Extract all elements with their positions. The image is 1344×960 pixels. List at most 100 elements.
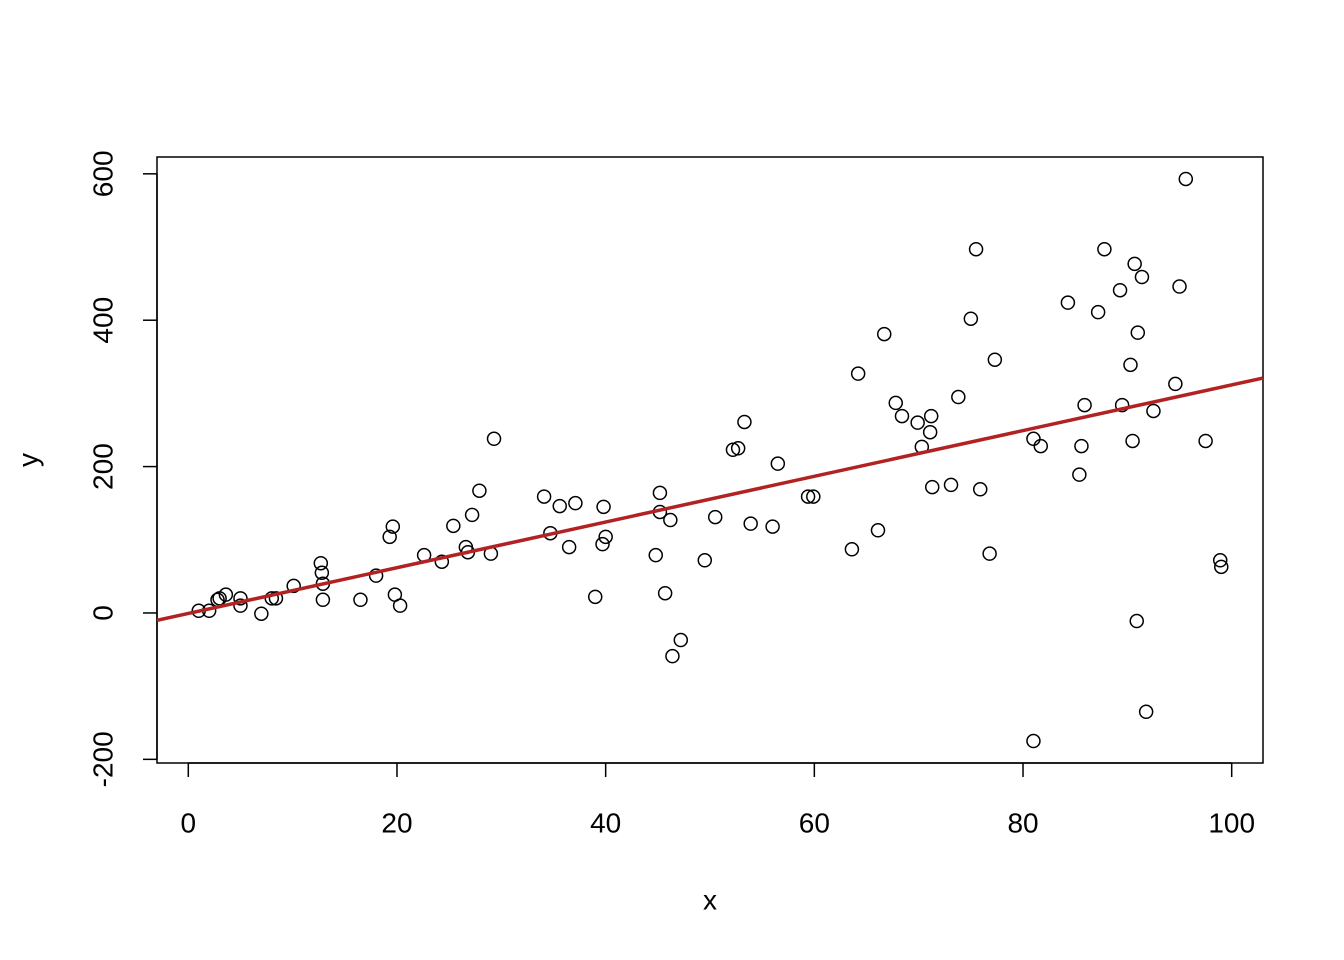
point [218, 587, 234, 602]
point [743, 516, 758, 531]
point [1112, 282, 1128, 298]
point [1060, 295, 1076, 310]
point [353, 592, 368, 608]
point [850, 366, 866, 381]
point [1172, 279, 1187, 294]
point [233, 591, 248, 606]
point [1033, 438, 1049, 454]
point [1214, 559, 1229, 575]
point [472, 483, 487, 498]
point [1130, 325, 1146, 340]
point [552, 498, 568, 514]
point [464, 507, 480, 523]
y-tick-label: 200 [87, 443, 118, 490]
point [598, 529, 613, 545]
x-tick-label: 0 [181, 807, 197, 838]
point [663, 512, 678, 528]
point [568, 495, 583, 511]
point [1026, 733, 1041, 749]
point [963, 311, 979, 326]
point [1072, 467, 1087, 482]
point [707, 509, 723, 525]
point [806, 489, 821, 504]
point [800, 489, 816, 504]
point [870, 523, 886, 538]
point [382, 529, 397, 545]
y-tick-label: -200 [87, 731, 118, 787]
point [972, 482, 988, 497]
point [943, 477, 959, 493]
point [923, 408, 939, 424]
point [486, 431, 502, 447]
point [1077, 397, 1092, 413]
point [922, 424, 938, 440]
point [286, 578, 301, 594]
point [1125, 433, 1140, 449]
x-axis-label: x [703, 884, 717, 915]
point [1090, 304, 1106, 320]
point [888, 395, 903, 411]
point [254, 606, 269, 621]
point [1212, 553, 1228, 568]
point [1123, 357, 1138, 373]
point [1138, 704, 1154, 720]
point [844, 542, 860, 557]
point [894, 408, 910, 424]
y-tick-label: 600 [87, 150, 118, 197]
x-tick-label: 40 [590, 807, 621, 838]
point [1178, 171, 1194, 187]
x-tick-label: 60 [799, 807, 830, 838]
point [673, 632, 689, 648]
point [648, 547, 663, 563]
point [596, 499, 611, 515]
point [446, 518, 461, 534]
point [392, 598, 408, 613]
y-tick-label: 0 [87, 605, 118, 621]
point [1074, 438, 1089, 454]
point [268, 591, 284, 606]
point [730, 441, 746, 456]
point [737, 414, 752, 430]
point [1097, 241, 1112, 257]
point [982, 546, 997, 561]
point [657, 585, 673, 601]
point [1134, 269, 1150, 285]
point [951, 389, 966, 405]
point [434, 554, 450, 569]
point [968, 241, 984, 257]
point [987, 352, 1003, 367]
point [595, 536, 610, 552]
point [1168, 376, 1183, 392]
point [233, 598, 248, 613]
point [665, 648, 680, 664]
y-axis-label: y [12, 453, 43, 467]
point [561, 539, 577, 555]
point [1129, 613, 1144, 629]
point [1146, 403, 1161, 419]
x-tick-label: 100 [1208, 807, 1255, 838]
point [910, 415, 925, 430]
point [536, 489, 552, 504]
point [1114, 397, 1130, 413]
point [314, 565, 330, 580]
point [315, 592, 331, 608]
point [587, 589, 603, 605]
point [313, 555, 329, 571]
point [1127, 256, 1142, 272]
point [725, 442, 741, 458]
point [1026, 431, 1041, 447]
point [765, 519, 780, 534]
point [697, 553, 713, 568]
point [652, 485, 668, 501]
point [876, 326, 892, 342]
x-tick-label: 20 [381, 807, 412, 838]
fit-line [156, 376, 1264, 622]
point [924, 479, 940, 495]
y-tick-label: 400 [87, 297, 118, 344]
point [770, 456, 786, 471]
point [368, 568, 384, 583]
point [385, 519, 401, 534]
x-tick-label: 80 [1007, 807, 1038, 838]
